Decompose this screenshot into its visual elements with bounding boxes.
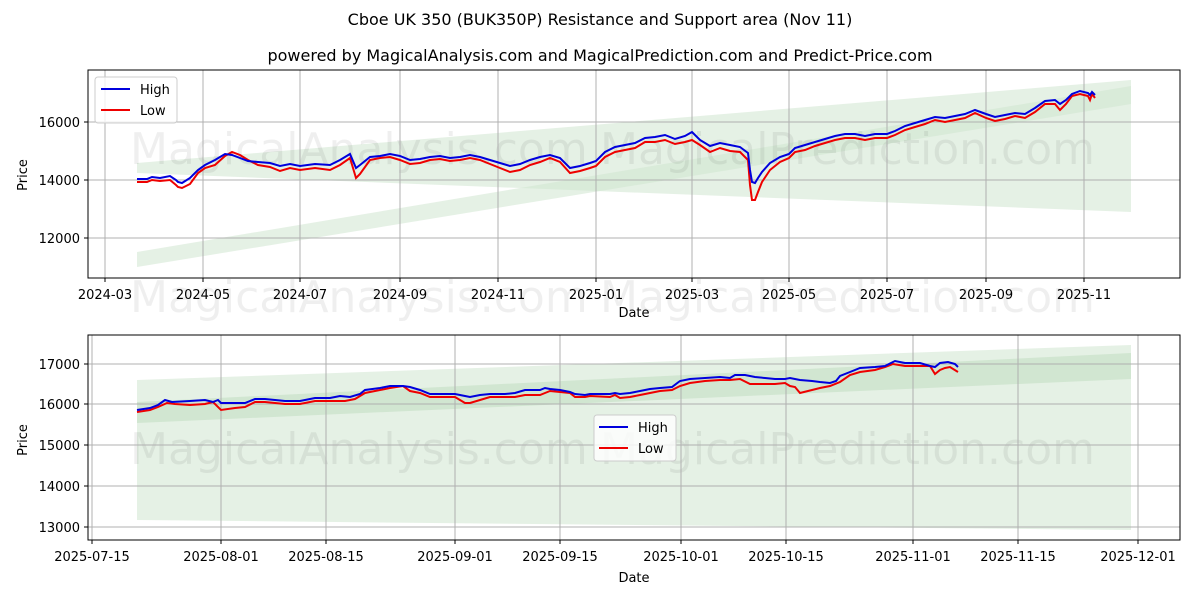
top-axes-frame xyxy=(87,69,1181,279)
watermark-right: MagicalPrediction.com xyxy=(600,124,1095,175)
top-chart: MagicalAnalysis.com MagicalPrediction.co… xyxy=(16,69,1181,321)
bottom-high-line xyxy=(136,359,959,411)
bottom-y-axis-label: Price xyxy=(16,424,31,456)
svg-text:16000: 16000 xyxy=(39,398,80,413)
svg-text:13000: 13000 xyxy=(39,521,80,536)
svg-text:2025-05: 2025-05 xyxy=(762,288,816,303)
top-x-tick-labels: 2024-03 2024-05 2024-07 2024-09 2024-11 … xyxy=(78,288,1111,303)
svg-text:2025-10-01: 2025-10-01 xyxy=(643,550,719,565)
top-legend: High Low xyxy=(94,76,178,124)
top-y-axis-label: Price xyxy=(16,159,31,191)
watermark-right-bottom: MagicalPrediction.com xyxy=(600,424,1095,475)
bottom-x-axis-label: Date xyxy=(618,571,649,586)
svg-text:2025-08-01: 2025-08-01 xyxy=(183,550,259,565)
bottom-chart: MagicalAnalysis.com MagicalPrediction.co… xyxy=(16,334,1181,586)
svg-text:17000: 17000 xyxy=(39,358,80,373)
watermark-right-mid: MagicalPrediction.com xyxy=(600,272,1095,323)
chart-title: Cboe UK 350 (BUK350P) Resistance and Sup… xyxy=(347,10,853,29)
svg-text:2024-11: 2024-11 xyxy=(471,288,525,303)
bottom-legend: High Low xyxy=(593,414,677,462)
legend-high-label: High xyxy=(638,421,668,436)
svg-text:2024-07: 2024-07 xyxy=(273,288,327,303)
svg-text:2025-03: 2025-03 xyxy=(665,288,719,303)
svg-text:2025-10-15: 2025-10-15 xyxy=(748,550,824,565)
svg-text:15000: 15000 xyxy=(39,439,80,454)
watermark-left-bottom: MagicalAnalysis.com xyxy=(130,424,588,475)
svg-text:2024-09: 2024-09 xyxy=(373,288,427,303)
bottom-axes-frame xyxy=(87,334,1181,541)
resistance-band xyxy=(137,80,1131,212)
watermark-left-mid: MagicalAnalysis.com xyxy=(130,272,588,323)
svg-text:2024-03: 2024-03 xyxy=(78,288,132,303)
svg-text:2025-09-15: 2025-09-15 xyxy=(522,550,598,565)
svg-text:14000: 14000 xyxy=(39,480,80,495)
top-grid xyxy=(88,70,1180,278)
svg-text:2025-01: 2025-01 xyxy=(569,288,623,303)
svg-text:2025-11: 2025-11 xyxy=(1057,288,1111,303)
bottom-low-line xyxy=(136,362,959,413)
svg-text:2025-11-15: 2025-11-15 xyxy=(980,550,1056,565)
legend-high-label: High xyxy=(140,83,170,98)
svg-text:2025-07-15: 2025-07-15 xyxy=(54,550,130,565)
support-band xyxy=(137,86,1131,267)
svg-text:14000: 14000 xyxy=(39,174,80,189)
top-y-tick-labels: 12000 14000 16000 xyxy=(39,116,80,247)
svg-text:2025-09: 2025-09 xyxy=(959,288,1013,303)
top-high-line xyxy=(137,89,1096,185)
svg-text:2024-05: 2024-05 xyxy=(176,288,230,303)
bottom-y-tick-labels: 13000 14000 15000 16000 17000 xyxy=(39,358,80,536)
svg-text:16000: 16000 xyxy=(39,116,80,131)
svg-text:2025-08-15: 2025-08-15 xyxy=(288,550,364,565)
top-low-line xyxy=(137,91,1096,201)
watermark-left: MagicalAnalysis.com xyxy=(130,124,588,175)
legend-low-label: Low xyxy=(140,104,166,119)
legend-low-label: Low xyxy=(638,442,664,457)
top-x-axis-label: Date xyxy=(618,306,649,321)
svg-text:2025-09-01: 2025-09-01 xyxy=(417,550,493,565)
svg-text:2025-11-01: 2025-11-01 xyxy=(875,550,951,565)
svg-text:2025-12-01: 2025-12-01 xyxy=(1100,550,1176,565)
inner-band xyxy=(137,353,1131,423)
bottom-x-tick-labels: 2025-07-15 2025-08-01 2025-08-15 2025-09… xyxy=(54,550,1176,565)
svg-text:2025-07: 2025-07 xyxy=(860,288,914,303)
svg-text:12000: 12000 xyxy=(39,232,80,247)
chart-subtitle: powered by MagicalAnalysis.com and Magic… xyxy=(267,46,933,65)
